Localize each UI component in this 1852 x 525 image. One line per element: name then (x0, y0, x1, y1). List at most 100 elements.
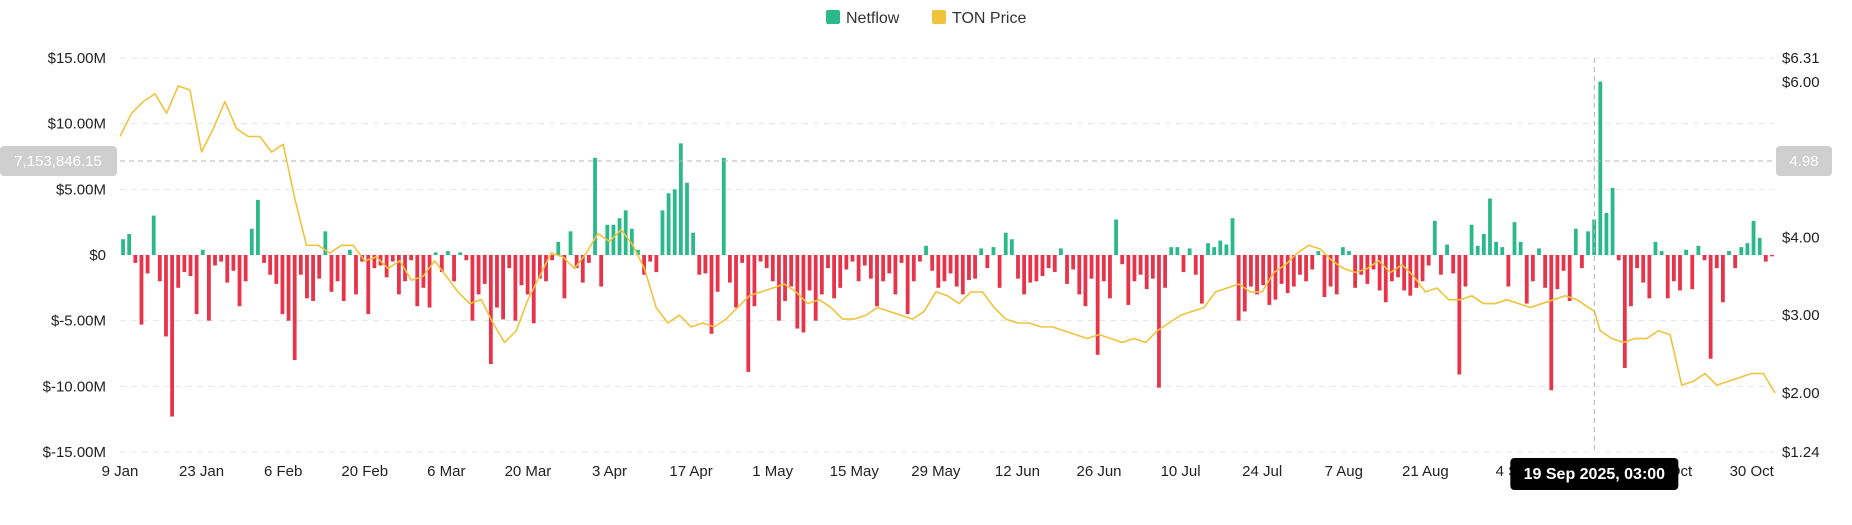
netflow-bar (256, 199, 260, 255)
x-axis-ticks: 9 Jan 23 Jan 6 Feb 20 Feb 6 Mar 20 Mar 3 Apr 17… (102, 463, 1775, 480)
netflow-bar (1757, 237, 1762, 255)
netflow-bar (1451, 255, 1456, 274)
netflow-bar (1512, 222, 1517, 255)
netflow-bar (446, 251, 450, 255)
netflow-bar (1592, 219, 1597, 255)
legend-swatch-ton-price (932, 10, 946, 24)
netflow-bar (458, 252, 463, 255)
x-tick-label: 6 Mar (427, 463, 465, 480)
netflow-bar (219, 255, 224, 262)
netflow-bar (629, 228, 634, 255)
x-tick-label: 21 Aug (1402, 463, 1449, 480)
netflow-bar (734, 255, 738, 308)
left-tick-label: $5.00M (56, 181, 106, 198)
right-tick-label: $6.00 (1782, 74, 1820, 91)
netflow-bar (1635, 255, 1639, 269)
netflow-bar (1671, 255, 1676, 282)
left-tick-label: $15.00M (48, 50, 106, 67)
netflow-bar (237, 255, 242, 307)
netflow-bar (335, 255, 340, 282)
netflow-bar (1396, 255, 1400, 278)
netflow-bar (1046, 255, 1051, 269)
price-line-layer (119, 85, 1776, 394)
netflow-bar (636, 249, 640, 255)
x-tick-label: 1 May (752, 463, 793, 480)
netflow-bar (298, 255, 303, 275)
netflow-bar (1567, 255, 1572, 301)
netflow-bar (1114, 219, 1118, 255)
netflow-bar (826, 255, 830, 269)
crosshair-right-value-badge (1776, 146, 1832, 177)
netflow-bar (1763, 255, 1768, 262)
netflow-bar (936, 255, 941, 288)
netflow-bar (194, 255, 199, 315)
netflow-bar (1383, 255, 1388, 303)
netflow-bar (1040, 255, 1045, 277)
netflow-bar (875, 255, 879, 307)
gridlines (120, 57, 1775, 453)
netflow-bar (347, 249, 352, 255)
left-tick-label: $10.00M (48, 116, 106, 133)
x-tick-label: 3 Apr (592, 463, 627, 480)
x-tick-label: 30 Oct (1730, 463, 1775, 480)
legend-item-netflow[interactable]: Netflow (826, 10, 900, 27)
netflow-bar (1340, 247, 1345, 255)
netflow-bar (1573, 228, 1578, 255)
netflow-bar (323, 231, 328, 255)
netflow-bar (948, 255, 953, 274)
netflow-bar (905, 255, 910, 315)
netflow-bar (844, 255, 849, 270)
netflow-bar (1022, 255, 1027, 295)
netflow-bar (752, 255, 757, 307)
netflow-bar (1377, 255, 1382, 291)
netflow-bar (286, 255, 291, 321)
legend-item-ton-price[interactable]: TON Price (932, 10, 1026, 27)
netflow-bar (1696, 245, 1701, 255)
ton-price-line (119, 85, 1776, 394)
netflow-bar (1586, 231, 1590, 255)
netflow-bar (1549, 255, 1554, 391)
netflow-bar (495, 255, 499, 308)
netflow-bar (206, 255, 211, 321)
netflow-bar (813, 255, 818, 321)
netflow-bar (1199, 255, 1204, 304)
netflow-bar (721, 157, 726, 255)
netflow-bar (1678, 255, 1682, 291)
netflow-bar (1193, 255, 1198, 275)
netflow-bar (1653, 241, 1658, 255)
netflow-bar (691, 232, 696, 255)
netflow-bar (1622, 255, 1627, 368)
netflow-bar (1580, 255, 1584, 269)
netflow-bar (1304, 255, 1308, 282)
netflow-bar (924, 245, 928, 255)
netflow-bar (550, 255, 555, 261)
x-tick-label: 26 Jun (1076, 463, 1121, 480)
x-tick-label: 20 Feb (341, 463, 388, 480)
netflow-bar (1083, 255, 1088, 307)
netflow-bar (262, 255, 266, 263)
legend-label-netflow: Netflow (846, 10, 900, 27)
netflow-bar (329, 255, 334, 292)
netflow-bar (587, 255, 591, 263)
netflow-bar (819, 255, 824, 295)
netflow-bar (1206, 243, 1210, 255)
netflow-bar (850, 255, 855, 262)
netflow-bar (918, 255, 922, 262)
netflow-bar (145, 255, 150, 274)
netflow-bar (623, 210, 628, 255)
netflow-bar (1524, 255, 1529, 304)
netflow-bar (954, 255, 959, 287)
netflow-bar (1402, 255, 1407, 291)
netflow-bar (1371, 255, 1376, 270)
netflow-bar (1439, 255, 1443, 275)
netflow-bar (439, 255, 444, 273)
netflow-bar (1555, 255, 1560, 290)
netflow-bar (911, 255, 916, 282)
netflow-bar (930, 255, 935, 271)
netflow-bar (666, 193, 671, 255)
netflow-bar (1212, 247, 1217, 255)
netflow-bar (1629, 255, 1633, 307)
netflow-bar (121, 239, 125, 255)
netflow-bar (973, 255, 977, 279)
x-tick-label: 20 Mar (505, 463, 552, 480)
